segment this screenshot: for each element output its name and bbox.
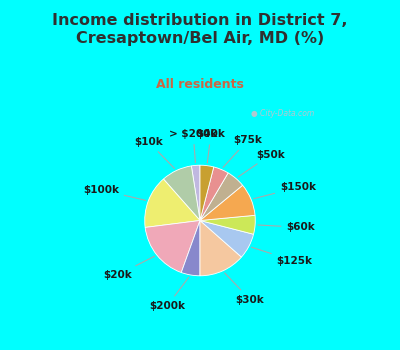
Text: $75k: $75k — [223, 135, 262, 167]
Wedge shape — [200, 220, 242, 276]
Wedge shape — [200, 167, 228, 220]
Text: $10k: $10k — [134, 137, 174, 168]
Text: $125k: $125k — [252, 247, 313, 266]
Wedge shape — [200, 173, 242, 220]
Wedge shape — [145, 179, 200, 228]
Text: All residents: All residents — [156, 78, 244, 91]
Text: $20k: $20k — [104, 256, 154, 280]
Wedge shape — [200, 220, 254, 257]
Text: $30k: $30k — [225, 273, 264, 304]
Wedge shape — [181, 220, 200, 276]
Text: $50k: $50k — [238, 149, 285, 177]
Text: $100k: $100k — [83, 185, 146, 200]
Text: > $200k: > $200k — [169, 129, 217, 163]
Wedge shape — [200, 185, 255, 220]
Text: $150k: $150k — [254, 182, 316, 199]
Wedge shape — [200, 215, 255, 234]
Text: ● City-Data.com: ● City-Data.com — [251, 108, 314, 118]
Wedge shape — [145, 220, 200, 273]
Wedge shape — [164, 166, 200, 220]
Text: Income distribution in District 7,
Cresaptown/Bel Air, MD (%): Income distribution in District 7, Cresa… — [52, 13, 348, 47]
Wedge shape — [191, 165, 200, 220]
Text: $60k: $60k — [258, 222, 315, 232]
Text: $200k: $200k — [149, 277, 189, 311]
Wedge shape — [200, 165, 214, 220]
Text: $40k: $40k — [196, 130, 225, 163]
